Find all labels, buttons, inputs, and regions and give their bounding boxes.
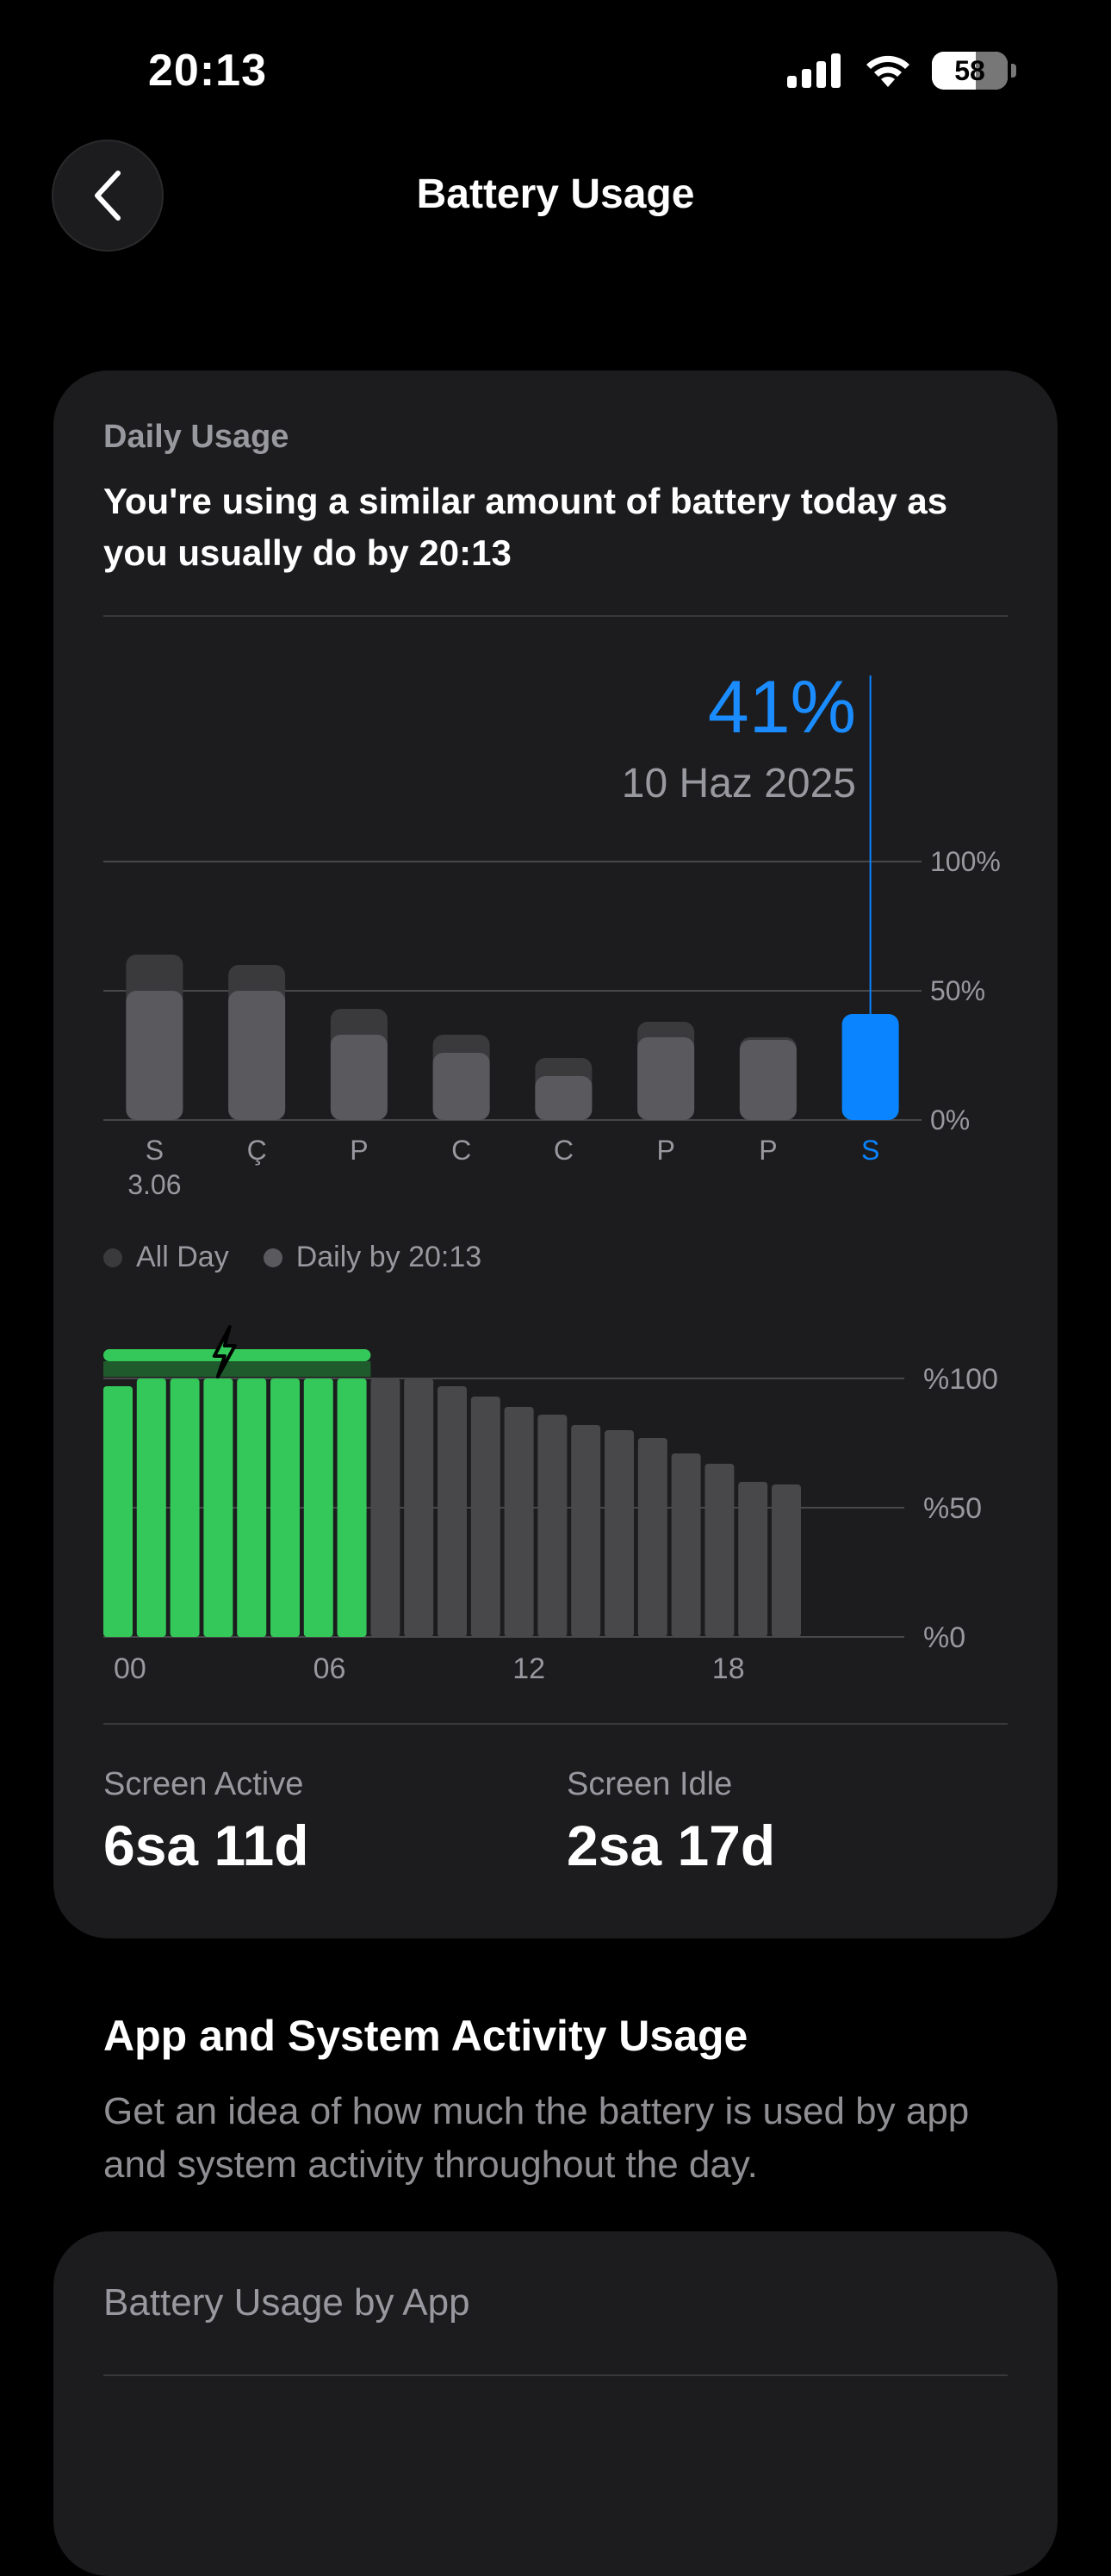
hour-bar [170,1378,200,1637]
hour-bar [704,1464,735,1637]
divider [103,2374,1008,2376]
y-tick-label: 100% [930,846,1001,877]
x-tick-label: P [350,1135,368,1166]
hour-bar [203,1378,233,1637]
legend-dot [103,1248,122,1267]
x-tick-label: P [759,1135,777,1166]
charging-band [103,1349,371,1361]
bar-daily [126,991,183,1120]
y-tick-label: %0 [923,1621,965,1654]
x-tick-label: P [656,1135,674,1166]
screen-active-label: Screen Active [103,1766,304,1802]
x-tick-label: C [554,1135,574,1166]
legend-dot [263,1248,282,1267]
cellular-signal-icon [787,53,841,88]
hour-bar [438,1386,467,1637]
screen-idle-value: 2sa 17d [567,1814,776,1877]
y-tick-label: 0% [930,1104,970,1136]
screen-idle-label: Screen Idle [567,1766,733,1802]
x-tick-label: 06 [313,1652,346,1685]
status-icons: 58 [787,52,1016,90]
bar-daily [535,1076,593,1120]
hour-bar [571,1425,601,1637]
bar-daily [330,1035,388,1120]
chevron-left-icon [95,171,121,221]
hour-bar [237,1378,267,1637]
y-tick-label: %100 [923,1363,998,1396]
x-tick-label: C [451,1135,471,1166]
hour-bar [370,1378,400,1637]
x-tick-sublabel: 3.06 [127,1169,181,1200]
daily-usage-chart[interactable]: 100%50%0%S Ç P C C P P S3.06 [0,0,1111,1223]
bar-daily [739,1040,797,1120]
legend-all-day-label: All Day [136,1241,229,1273]
hour-bar [605,1430,634,1637]
bar-selected [841,1014,899,1120]
selected-date: 10 Haz 2025 [621,761,856,806]
hour-bar [103,1386,133,1637]
hourly-level-chart[interactable]: %100 %50 %0 00 06 12 18 [0,1292,1111,1706]
wifi-icon [866,55,909,87]
hour-bar [404,1378,434,1637]
divider [103,1723,1008,1725]
hour-bar [470,1397,500,1637]
chart-legend: All Day Daily by 20:13 [103,1241,481,1274]
legend-daily-by-label: Daily by 20:13 [295,1241,482,1273]
hour-bar [504,1407,534,1637]
daily-usage-label: Daily Usage [103,419,289,455]
x-tick-label: Ç [247,1135,267,1166]
legend-all-day: All Day [103,1241,229,1274]
x-tick-label: 12 [512,1652,545,1685]
activity-title: App and System Activity Usage [103,2012,748,2060]
hour-bar [337,1378,367,1637]
battery-icon: 58 [932,52,1008,90]
page-title: Battery Usage [416,171,695,217]
bar-daily [637,1037,695,1120]
y-tick-label: 50% [930,975,985,1006]
hour-bar [772,1484,801,1637]
hour-bar [537,1415,568,1637]
battery-by-app-label: Battery Usage by App [103,2281,470,2324]
hour-bar [738,1482,768,1637]
x-tick-label: 00 [114,1652,146,1685]
y-tick-label: %50 [923,1492,982,1525]
bar-daily [432,1053,490,1120]
hour-bar [303,1378,333,1637]
usage-headline: You're using a similar amount of battery… [103,481,948,573]
activity-description: Get an idea of how much the battery is u… [103,2090,970,2186]
legend-daily-by: Daily by 20:13 [263,1241,482,1274]
hour-bar [637,1438,667,1637]
status-time: 20:13 [148,46,267,96]
divider [103,615,1008,617]
back-button[interactable] [52,140,164,252]
hour-bar [671,1453,701,1637]
x-tick-label: S [146,1135,164,1166]
charging-band-shade [103,1361,371,1377]
selected-percent: 41% [707,666,856,749]
hour-bar [270,1378,300,1637]
bar-daily [228,991,286,1120]
x-tick-label: 18 [712,1652,745,1685]
charging-bolt-icon [212,1325,237,1378]
daily-usage-card [53,370,1058,1938]
x-tick-label: S [861,1135,879,1166]
hour-bar [136,1378,166,1637]
battery-percent: 58 [954,54,985,86]
screen-active-value: 6sa 11d [103,1814,309,1877]
